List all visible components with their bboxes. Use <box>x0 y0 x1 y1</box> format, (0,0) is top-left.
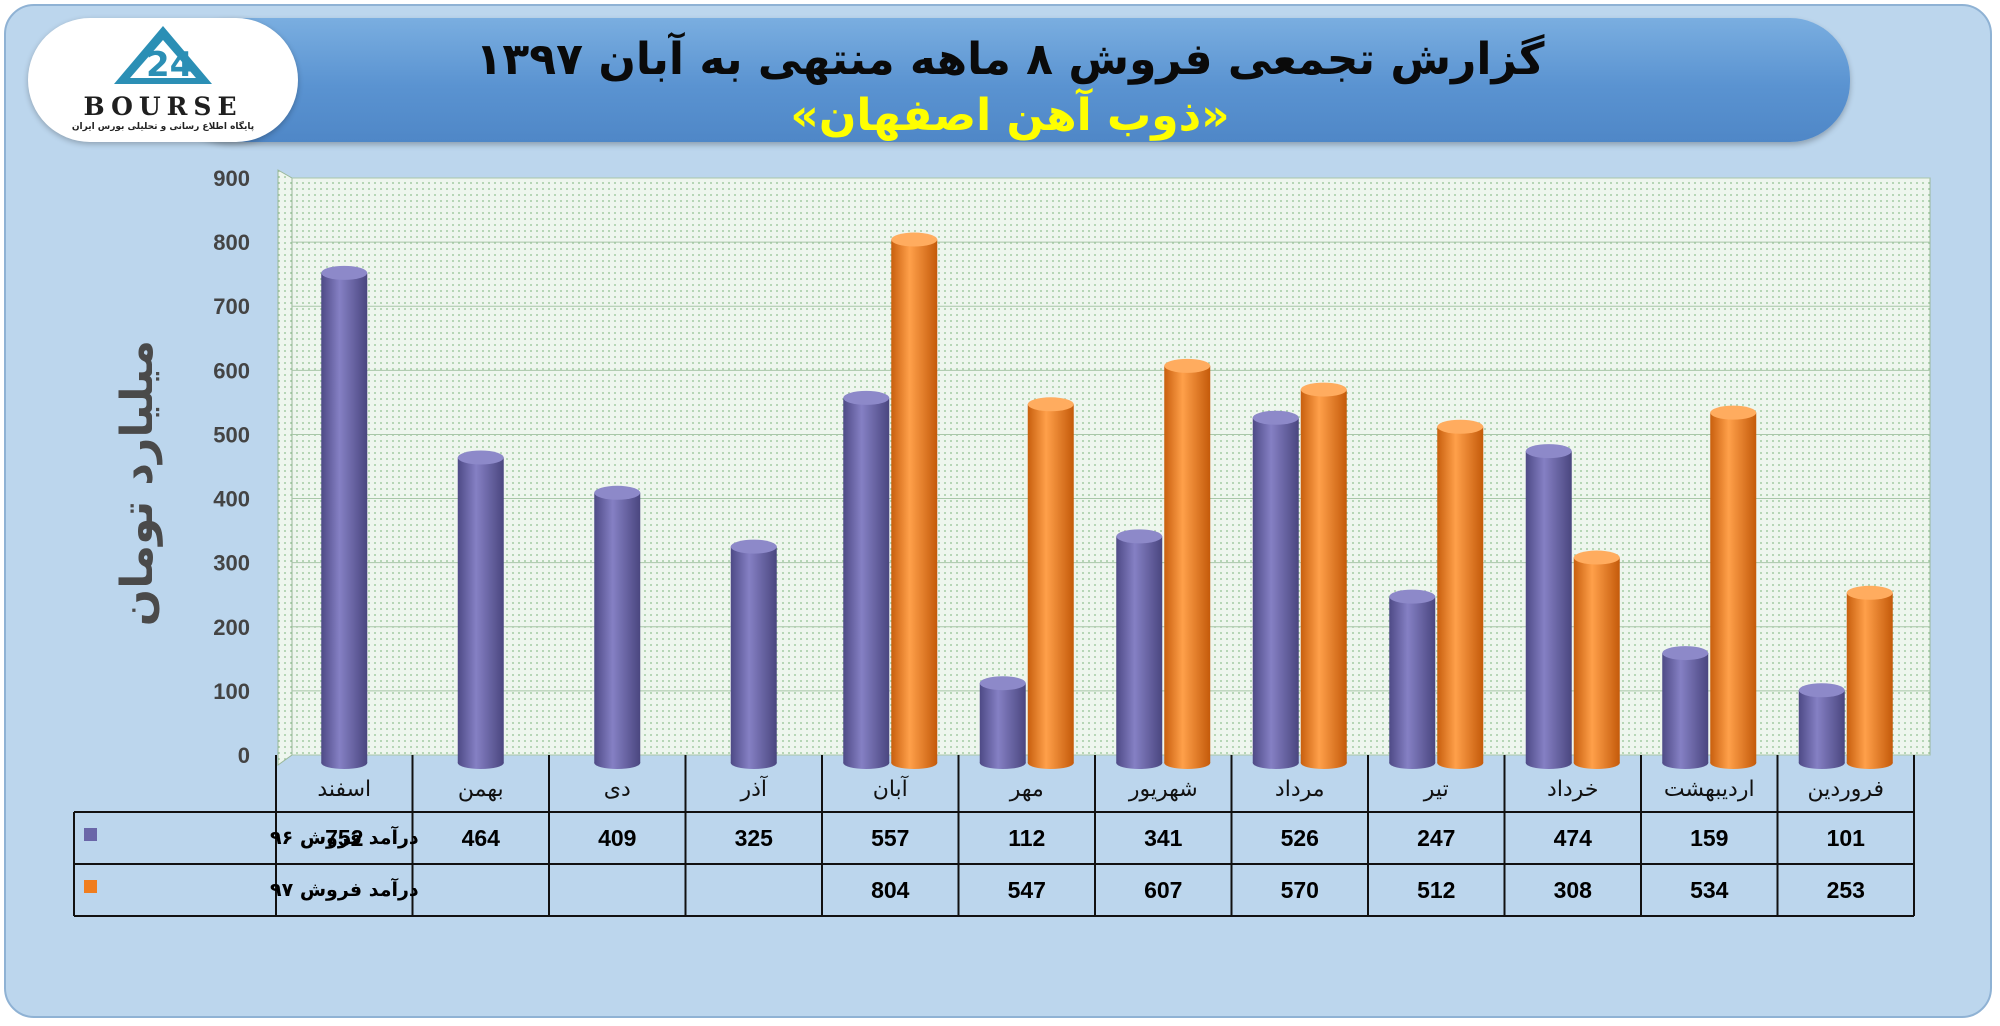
bar <box>321 265 368 769</box>
category-label: آذر <box>739 775 767 802</box>
data-label: 464 <box>462 825 501 851</box>
category-label: مرداد <box>1275 777 1325 802</box>
y-tick-label: 400 <box>213 487 250 512</box>
plot-area <box>277 169 1931 766</box>
chart-title: گزارش تجمعی فروش ۸ ماهه منتهی به آبان ۱۳… <box>475 34 1545 85</box>
y-tick-label: 900 <box>213 166 250 191</box>
bar <box>1164 358 1211 769</box>
category-label: شهریور <box>1128 777 1198 802</box>
bar <box>1389 589 1436 769</box>
data-label: 112 <box>1008 825 1045 851</box>
header-banner: گزارش تجمعی فروش ۸ ماهه منتهی به آبان ۱۳… <box>170 18 1850 142</box>
category-label: آبان <box>873 775 909 802</box>
data-label: 526 <box>1281 825 1319 851</box>
logo-mark-icon: 24 <box>114 26 212 85</box>
bar <box>1846 585 1893 769</box>
y-tick-label: 100 <box>213 679 250 704</box>
data-label: 557 <box>871 825 909 851</box>
y-tick-label: 600 <box>213 358 250 383</box>
y-tick-label: 200 <box>213 615 250 640</box>
category-label: فروردین <box>1807 777 1884 802</box>
bar <box>730 539 777 769</box>
gridlines <box>292 177 1930 756</box>
data-label: 570 <box>1281 877 1319 903</box>
data-label: 341 <box>1144 825 1183 851</box>
bar <box>1662 646 1709 769</box>
plot-back-wall <box>291 177 1931 756</box>
bar <box>891 232 938 769</box>
bar <box>843 390 890 769</box>
legend-series-label: درآمد فروش ۹۷ <box>270 877 419 901</box>
category-label: اسفند <box>317 777 371 802</box>
data-label: 474 <box>1554 825 1593 851</box>
category-label: خرداد <box>1547 777 1598 802</box>
plot-side-wall <box>277 169 293 766</box>
y-tick-label: 500 <box>213 422 250 447</box>
bourse-logo: 24 BOURSE پایگاه اطلاع رسانی و تحلیلی بو… <box>28 18 298 142</box>
y-tick-label: 300 <box>213 551 250 576</box>
data-label: 159 <box>1690 825 1728 851</box>
data-label: 253 <box>1827 877 1865 903</box>
y-tick-label: 700 <box>213 294 250 319</box>
legend-swatch <box>84 880 97 893</box>
bar <box>594 485 641 769</box>
legend-series-label: درآمد فروش ۹۶ <box>270 825 419 849</box>
data-label: 308 <box>1554 877 1593 903</box>
logo-tagline: پایگاه اطلاع رسانی و تحلیلی بورس ایران <box>71 122 255 132</box>
data-label: 325 <box>735 825 774 851</box>
data-label: 607 <box>1144 877 1182 903</box>
y-axis-ticks: 0 100 200 300 400 500 600 700 800 900 <box>213 166 250 768</box>
category-label: بهمن <box>458 777 504 802</box>
bar <box>1710 405 1757 769</box>
logo-wordmark: BOURSE <box>83 92 243 121</box>
category-label: مهر <box>1009 777 1044 802</box>
data-label: 804 <box>871 877 910 903</box>
category-label: اردیبهشت <box>1664 777 1755 802</box>
data-label: 752 <box>325 825 363 851</box>
bar <box>979 676 1026 769</box>
bar <box>1300 382 1347 769</box>
bar <box>1116 529 1163 769</box>
svg-text:24: 24 <box>146 45 193 85</box>
bar <box>1437 419 1484 769</box>
bar <box>1027 397 1074 769</box>
bar <box>1798 683 1845 769</box>
bar <box>1573 550 1620 769</box>
category-label: تیر <box>1423 777 1449 802</box>
data-label: 547 <box>1008 877 1046 903</box>
chart-subtitle: «ذوب آهن اصفهان» <box>790 90 1230 141</box>
y-tick-label: 800 <box>213 230 250 255</box>
bars <box>321 232 1893 769</box>
bar <box>1525 444 1572 769</box>
bar <box>457 450 504 769</box>
data-label: 101 <box>1827 825 1866 851</box>
data-label: 534 <box>1690 877 1729 903</box>
data-label: 247 <box>1417 825 1455 851</box>
data-table: فروردین اردیبهشت خرداد تیر مرداد شهریور مهر آبا… <box>73 755 1915 917</box>
y-tick-label: 0 <box>238 743 250 768</box>
bar <box>1252 410 1299 769</box>
data-label: 512 <box>1417 877 1455 903</box>
legend-swatch <box>84 828 97 841</box>
category-label: دی <box>604 777 631 802</box>
data-label: 409 <box>598 825 636 851</box>
